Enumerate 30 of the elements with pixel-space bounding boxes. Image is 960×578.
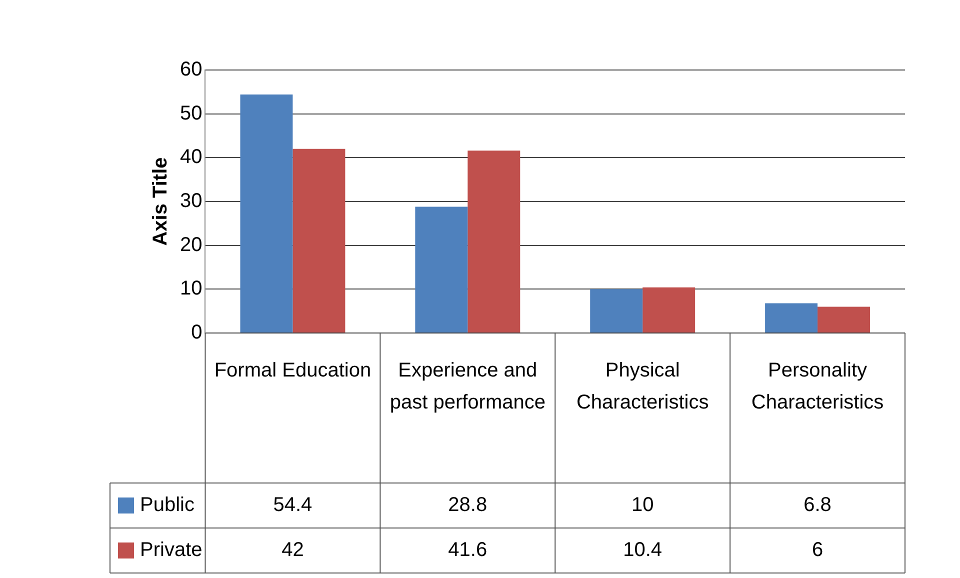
- y-tick-label: 10: [180, 278, 202, 300]
- bar: [818, 306, 870, 332]
- data-label: 28.8: [448, 494, 488, 516]
- y-tick-label: 50: [180, 102, 202, 124]
- legend-label: Public: [140, 494, 194, 516]
- bar: [765, 303, 818, 332]
- y-tick-label: 30: [180, 190, 202, 212]
- data-label: 42: [282, 539, 304, 562]
- y-tick-label: 40: [180, 146, 202, 168]
- data-label: 54.4: [273, 494, 312, 516]
- bar: [590, 289, 643, 332]
- y-tick-label: 0: [191, 322, 202, 344]
- x-tick-label: Personality Characteristics: [751, 360, 884, 414]
- x-tick-label: Formal Education: [214, 360, 372, 382]
- y-axis-title: Axis Title: [150, 157, 172, 246]
- legend-label: Private: [140, 539, 202, 562]
- data-label: 10: [631, 494, 654, 516]
- bar: [642, 287, 696, 332]
- data-label: 6: [812, 539, 824, 562]
- bar: [240, 94, 293, 332]
- y-tick-label: 20: [180, 234, 202, 256]
- x-tick-label: Experience and past performance: [390, 360, 546, 414]
- y-tick-label: 60: [180, 58, 202, 81]
- data-label: 6.8: [804, 494, 832, 516]
- x-tick-label: Physical Characteristics: [576, 360, 709, 414]
- data-label: 10.4: [623, 539, 662, 562]
- bar: [468, 150, 520, 332]
- bar: [292, 148, 346, 332]
- bar: [415, 206, 468, 332]
- data-label: 41.6: [448, 539, 488, 562]
